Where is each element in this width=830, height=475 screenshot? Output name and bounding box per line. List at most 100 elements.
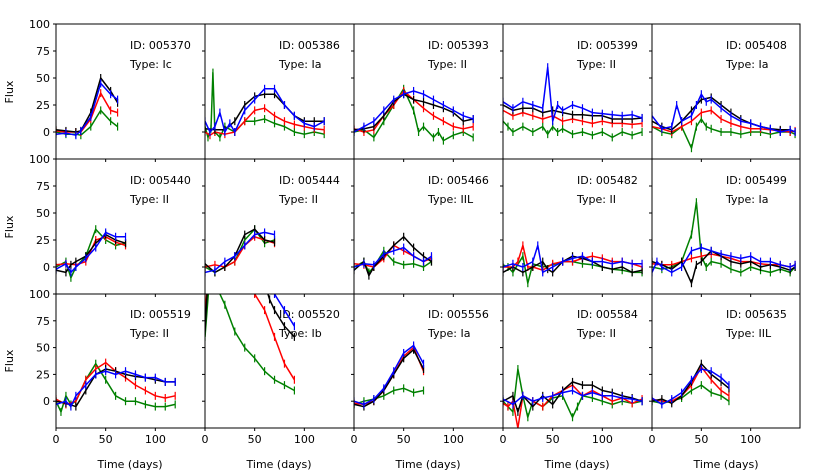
panel-2-id-label: ID: 005386: [279, 39, 340, 52]
panel-10-id-label: ID: 005499: [726, 174, 787, 187]
panel-13-type-label: Type: Ia: [427, 327, 470, 340]
x-tick-label: 0: [202, 433, 209, 446]
panel-5-id-label: ID: 005408: [726, 39, 787, 52]
panel-13-blue-line: [354, 344, 425, 406]
panel-3-id-label: ID: 005393: [428, 39, 489, 52]
panel-14-black-line: [503, 381, 643, 413]
y-tick-label: 100: [29, 153, 50, 166]
x-tick-label: 0: [351, 433, 358, 446]
panel-7-red-line: [205, 236, 275, 268]
panel-10-red-line: [652, 253, 796, 268]
x-tick-label: 0: [53, 433, 60, 446]
x-tick-label: 100: [145, 433, 166, 446]
panel-4-plot-area: [503, 63, 643, 142]
panel-15-black-line: [652, 362, 730, 405]
panel-7-type-label: Type: II: [278, 193, 318, 206]
x-tick-label: 50: [694, 433, 708, 446]
panel-2-blue-line: [205, 88, 325, 133]
panel-12-black-line: [205, 294, 295, 338]
x-axis-title-col-5: Time (days): [693, 458, 759, 471]
panel-8-black-line: [354, 236, 432, 277]
panel-9-blue-line: [503, 244, 643, 274]
panel-13-plot-area: [354, 341, 425, 411]
y-tick-label: 0: [43, 261, 50, 274]
panel-15-frame: [651, 293, 801, 429]
panel-14-plot-area: [503, 365, 643, 428]
x-tick-label: 100: [294, 433, 315, 446]
x-tick-label: 50: [546, 433, 560, 446]
panel-1-type-label: Type: Ic: [129, 58, 172, 71]
panel-8-blue-line: [354, 246, 432, 268]
panel-15-id-label: ID: 005635: [726, 308, 787, 321]
panel-7-blue-line: [205, 231, 275, 274]
panel-1-red-line: [56, 92, 118, 133]
x-tick-label: 100: [740, 433, 761, 446]
y-tick-label: 75: [36, 180, 50, 193]
x-tick-label: 50: [99, 433, 113, 446]
x-axis-title-col-2: Time (days): [246, 458, 312, 471]
panel-4-type-label: Type: II: [576, 58, 616, 71]
panel-15-type-label: Type: IIL: [725, 327, 772, 340]
panel-8-plot-area: [354, 232, 433, 280]
panel-6-id-label: ID: 005440: [130, 174, 191, 187]
y-axis-title-row-3: Flux: [3, 349, 16, 372]
panel-5-green-line: [652, 118, 796, 149]
panel-3-plot-area: [354, 84, 474, 145]
panel-4-green-line: [503, 120, 643, 139]
panel-13-black-line: [354, 348, 425, 408]
panel-7-plot-area: [205, 225, 276, 277]
panel-14-type-label: Type: II: [576, 327, 616, 340]
panel-12-red-line: [205, 294, 296, 381]
panel-2-plot-area: [205, 68, 325, 142]
x-axis-title-col-4: Time (days): [544, 458, 610, 471]
panel-4-id-label: ID: 005399: [577, 39, 638, 52]
panel-14-id-label: ID: 005584: [577, 308, 638, 321]
panel-8-id-label: ID: 005466: [428, 174, 489, 187]
y-tick-label: 75: [36, 315, 50, 328]
panel-12-id-label: ID: 005520: [279, 308, 340, 321]
y-tick-label: 25: [36, 99, 50, 112]
panel-5-plot-area: [652, 90, 796, 153]
panel-9-id-label: ID: 005482: [577, 174, 638, 187]
panel-12-plot-area: [205, 294, 296, 395]
panel-12-blue-line: [273, 294, 296, 327]
panel-1-black-line: [56, 77, 119, 133]
x-axis-title-col-3: Time (days): [395, 458, 461, 471]
panel-11-blue-line: [56, 370, 176, 408]
panel-8-type-label: Type: IIL: [427, 193, 474, 206]
x-axis-title-col-1: Time (days): [97, 458, 163, 471]
panel-5-black-line: [652, 96, 796, 133]
y-axis-title-row-2: Flux: [3, 215, 16, 238]
y-tick-label: 100: [29, 18, 50, 31]
x-tick-label: 0: [649, 433, 656, 446]
y-tick-label: 50: [36, 342, 50, 355]
panel-10-type-label: Type: Ia: [725, 193, 768, 206]
panel-11-id-label: ID: 005519: [130, 308, 191, 321]
panel-13-id-label: ID: 005556: [428, 308, 489, 321]
panel-1-plot-area: [56, 74, 119, 140]
y-tick-label: 0: [43, 395, 50, 408]
panel-6-type-label: Type: II: [129, 193, 169, 206]
panel-5-blue-line: [652, 93, 796, 133]
x-tick-label: 0: [500, 433, 507, 446]
panel-6-plot-area: [56, 225, 127, 282]
panel-9-plot-area: [503, 241, 643, 288]
panel-1-blue-line: [56, 82, 119, 136]
panel-7-id-label: ID: 005444: [279, 174, 340, 187]
x-tick-label: 100: [592, 433, 613, 446]
y-tick-label: 25: [36, 368, 50, 381]
y-tick-label: 75: [36, 45, 50, 58]
panel-7-black-line: [205, 228, 275, 274]
x-tick-label: 50: [248, 433, 262, 446]
y-tick-label: 50: [36, 72, 50, 85]
x-tick-label: 100: [443, 433, 464, 446]
panel-5-type-label: Type: Ia: [725, 58, 768, 71]
panel-1-id-label: ID: 005370: [130, 39, 191, 52]
y-axis-title-row-1: Flux: [3, 80, 16, 103]
panel-2-red-line: [205, 107, 325, 136]
panel-10-plot-area: [652, 198, 796, 288]
panel-10-black-line: [652, 250, 796, 284]
panel-11-type-label: Type: II: [129, 327, 169, 340]
panel-3-type-label: Type: II: [427, 58, 467, 71]
